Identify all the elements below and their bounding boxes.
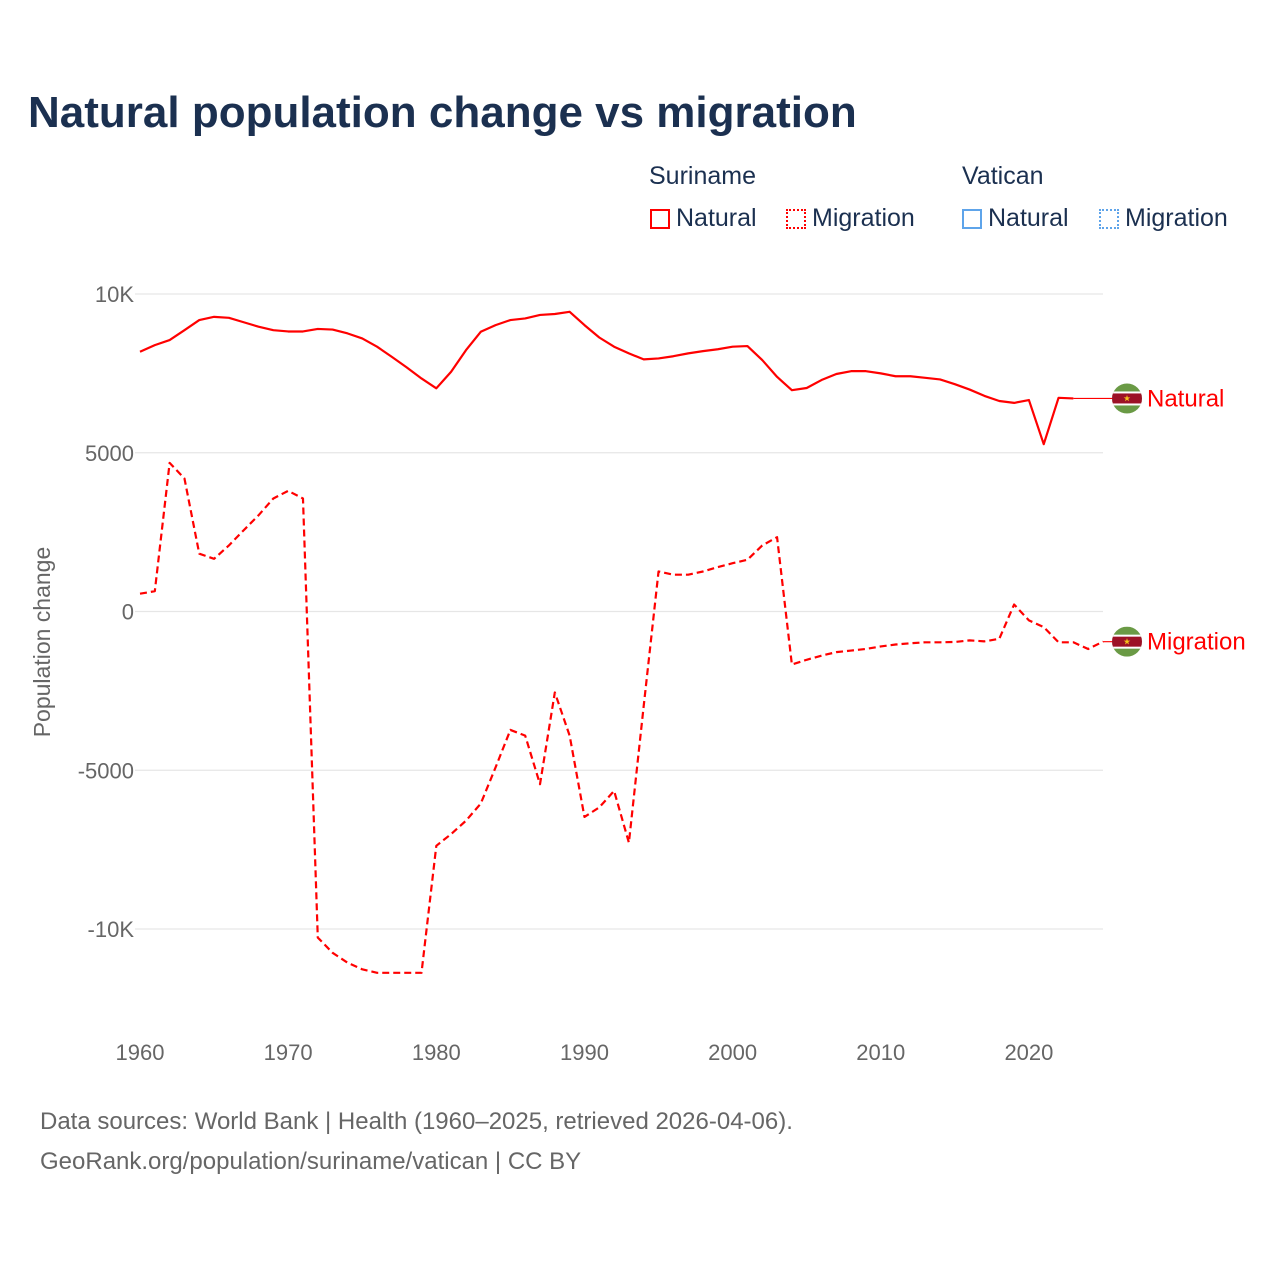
- series-end-label: Migration: [1147, 629, 1246, 656]
- series-line-migration: [139, 461, 1104, 974]
- x-tick-label: 2010: [856, 1040, 905, 1065]
- legend-vatican-natural[interactable]: Natural: [962, 204, 1069, 233]
- y-tick-label: 5000: [85, 441, 134, 466]
- x-tick-label: 2020: [1004, 1040, 1053, 1065]
- y-tick-label: -10K: [88, 917, 135, 942]
- legend-label: Natural: [676, 204, 757, 232]
- series-line-natural: [139, 310, 1074, 446]
- solid-swatch-icon: [962, 208, 982, 229]
- footer-sources: Data sources: World Bank | Health (1960–…: [40, 1108, 793, 1135]
- y-tick-label: 10K: [95, 282, 134, 307]
- legend-suriname-natural[interactable]: Natural: [650, 204, 757, 233]
- suriname-flag-icon: [1112, 383, 1142, 414]
- legend-group-suriname: Suriname: [649, 162, 756, 190]
- x-tick-label: 1980: [412, 1040, 461, 1065]
- legend-label: Migration: [812, 204, 915, 232]
- x-tick-label: 1990: [560, 1040, 609, 1065]
- footer-link[interactable]: GeoRank.org/population/suriname/vatican …: [40, 1148, 582, 1175]
- legend-label: Natural: [988, 204, 1069, 232]
- legend-group-vatican: Vatican: [962, 162, 1044, 190]
- x-tick-label: 1970: [264, 1040, 313, 1065]
- dotted-swatch-icon: [786, 208, 806, 229]
- chart-title: Natural population change vs migration: [28, 88, 857, 137]
- legend-label: Migration: [1125, 204, 1228, 232]
- y-tick-label: 0: [122, 600, 134, 625]
- legend-suriname-migration[interactable]: Migration: [786, 204, 915, 233]
- y-axis-label: Population change: [29, 547, 55, 738]
- series-end-label: Natural: [1147, 385, 1224, 412]
- legend-vatican-migration[interactable]: Migration: [1099, 204, 1228, 233]
- dotted-swatch-icon: [1099, 208, 1119, 229]
- x-tick-label: 2000: [708, 1040, 757, 1065]
- y-tick-label: -5000: [78, 758, 134, 783]
- x-tick-label: 1960: [116, 1040, 165, 1065]
- solid-swatch-icon: [650, 208, 670, 229]
- suriname-flag-icon: [1112, 626, 1142, 657]
